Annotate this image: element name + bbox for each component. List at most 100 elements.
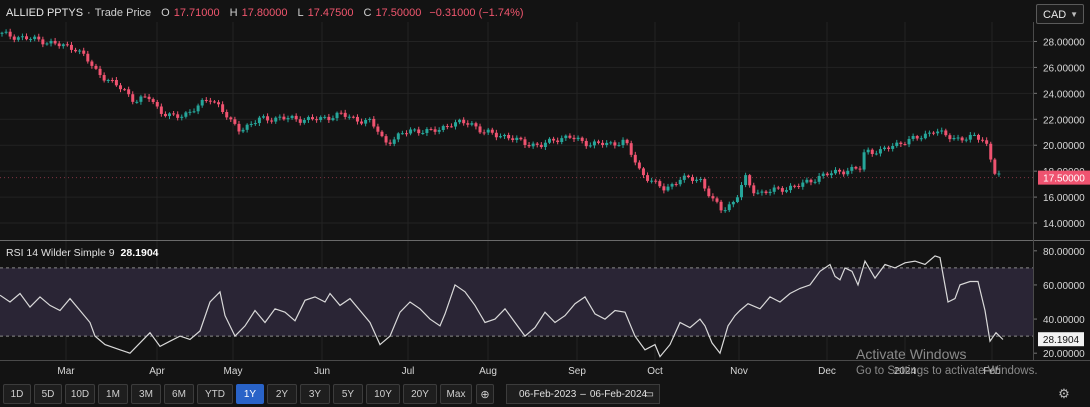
candle-body <box>155 101 159 107</box>
price-header: ALLIED PPTYS · Trade Price O 17.71000 H 17… <box>6 5 524 21</box>
candle-body <box>229 117 233 120</box>
range-button-3m[interactable]: 3M <box>131 384 161 404</box>
open-label: O <box>161 7 170 19</box>
range-button-5y[interactable]: 5Y <box>333 384 363 404</box>
candle-body <box>392 139 396 144</box>
x-axis-label: May <box>224 366 243 377</box>
candle-body <box>20 36 24 38</box>
candle-body <box>866 149 870 153</box>
range-button-3y[interactable]: 3Y <box>300 384 330 404</box>
range-button-10y[interactable]: 10Y <box>366 384 400 404</box>
candle-body <box>511 138 515 140</box>
candle-body <box>850 166 854 171</box>
candle-body <box>212 101 216 103</box>
range-button-max[interactable]: Max <box>440 384 472 404</box>
candle-body <box>225 112 229 118</box>
candle-body <box>858 168 862 170</box>
candle-body <box>605 142 609 146</box>
candle-body <box>968 134 972 140</box>
x-axis-label: Nov <box>730 366 748 377</box>
candle-body <box>809 179 813 183</box>
candle-body <box>527 144 531 147</box>
range-button-20y[interactable]: 20Y <box>403 384 437 404</box>
range-button-6m[interactable]: 6M <box>164 384 194 404</box>
price-tick-label: 20.00000 <box>1043 141 1085 152</box>
range-button-2y[interactable]: 2Y <box>267 384 297 404</box>
candle-body <box>907 138 911 145</box>
candle-body <box>874 153 878 155</box>
candle-body <box>633 154 637 163</box>
candle-body <box>172 113 176 115</box>
gear-icon[interactable]: ⚙ <box>1058 386 1070 401</box>
chart-canvas[interactable]: 28.00000 26.00000 24.00000 22.00000 20.00000… <box>0 0 1090 383</box>
candle-body <box>711 196 715 199</box>
candle-body <box>94 65 98 69</box>
candle-body <box>429 129 433 131</box>
range-button-ytd[interactable]: YTD <box>197 384 233 404</box>
candle-body <box>887 147 891 149</box>
candle-body <box>690 177 694 181</box>
candle-body <box>413 129 417 131</box>
candle-body <box>417 129 421 134</box>
candle-body <box>331 118 335 121</box>
candle-body <box>592 141 596 146</box>
candle-body <box>646 175 650 181</box>
candle-body <box>127 89 131 95</box>
x-axis-label: Jun <box>314 366 330 377</box>
rsi-line <box>0 255 1004 358</box>
candle-body <box>61 44 65 47</box>
candle-body <box>731 201 735 205</box>
range-button-5d[interactable]: 5D <box>34 384 62 404</box>
candle-body <box>69 44 73 50</box>
candle-body <box>948 135 952 140</box>
candle-body <box>78 50 82 52</box>
candle-body <box>151 99 155 102</box>
candle-body <box>964 139 968 141</box>
range-button-1d[interactable]: 1D <box>3 384 31 404</box>
rsi-value-tag <box>1038 332 1084 347</box>
x-axis-label: Apr <box>149 366 165 377</box>
candle-body <box>760 191 764 193</box>
candle-body <box>298 119 302 123</box>
candle-body <box>404 133 408 135</box>
candle-body <box>204 99 208 101</box>
candle-body <box>49 40 53 44</box>
x-axis-label: Mar <box>57 366 75 377</box>
candle-body <box>891 145 895 149</box>
x-axis-label: Dec <box>818 366 836 377</box>
currency-select[interactable]: CAD ▼ <box>1036 4 1084 24</box>
candle-body <box>188 111 192 113</box>
range-toolbar: 1D 5D 10D 1M 3M 6M YTD 1Y 2Y 3Y 5Y 10Y 20Y Max ⊕ 06-F… <box>0 383 1090 405</box>
candle-body <box>168 113 172 117</box>
candle-body <box>597 141 601 143</box>
candle-body <box>703 179 707 189</box>
candle-body <box>817 175 821 182</box>
candle-body <box>735 197 739 202</box>
candle-body <box>940 130 944 132</box>
candle-body <box>351 116 355 118</box>
candle-body <box>719 201 723 211</box>
candle-body <box>245 124 249 130</box>
range-button-10d[interactable]: 10D <box>65 384 95 404</box>
candle-body <box>764 191 768 194</box>
candle-body <box>163 113 167 117</box>
candle-body <box>768 191 772 194</box>
range-button-1y[interactable]: 1Y <box>236 384 264 404</box>
candle-body <box>641 168 645 176</box>
candle-body <box>972 134 976 136</box>
candle-body <box>466 123 470 125</box>
zoom-reset-button[interactable]: ⊕ <box>476 384 494 404</box>
watermark-subtitle: Go to Settings to activate Windows. <box>856 365 1038 377</box>
candle-body <box>846 170 850 175</box>
date-range-picker[interactable]: 06-Feb-2023–06-Feb-2024 ▭ <box>506 384 660 404</box>
candle-body <box>883 147 887 150</box>
candle-body <box>748 175 752 186</box>
candle-body <box>123 89 127 91</box>
candle-body <box>233 119 237 124</box>
candle-body <box>793 185 797 187</box>
x-axis-label: 2024 <box>894 366 917 377</box>
candle-body <box>37 36 41 40</box>
candle-body <box>821 173 825 176</box>
candle-body <box>143 96 147 98</box>
range-button-1m[interactable]: 1M <box>98 384 128 404</box>
